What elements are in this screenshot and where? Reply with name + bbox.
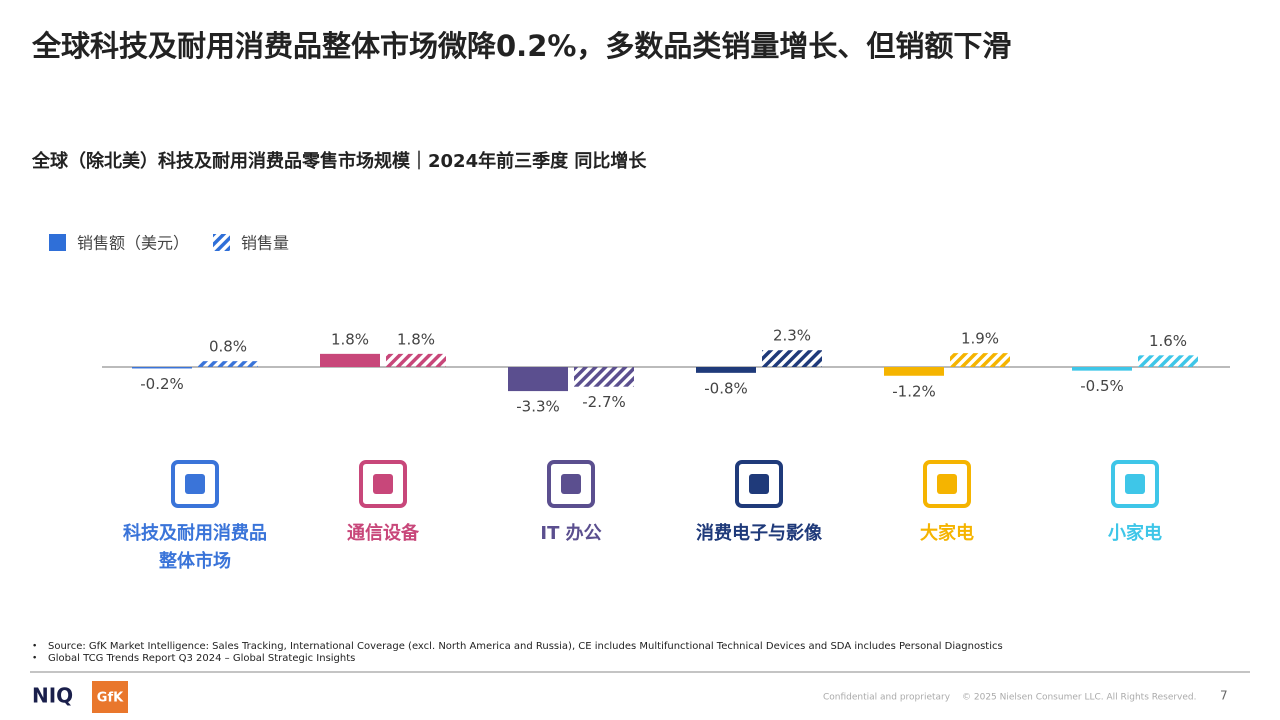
category-label: 消费电子与影像 <box>696 523 822 544</box>
legend-label: 销售量 <box>241 234 289 253</box>
bar <box>198 361 258 367</box>
bullet: • <box>32 642 37 652</box>
value-label: 1.8% <box>397 330 435 348</box>
icon <box>937 474 957 494</box>
bar <box>132 367 192 369</box>
bullet: • <box>32 654 37 664</box>
value-label: 2.3% <box>773 327 811 345</box>
bar <box>762 350 822 367</box>
bar <box>696 367 756 373</box>
value-label: 0.8% <box>209 338 247 356</box>
bar <box>508 367 568 392</box>
legend-swatch <box>213 234 230 251</box>
value-label: -2.7% <box>582 393 626 411</box>
bar <box>1072 367 1132 371</box>
icon <box>749 474 769 494</box>
chart-title: 全球（除北美）科技及耐用消费品零售市场规模｜2024年前三季度 同比增长 <box>31 150 647 172</box>
icon <box>735 460 783 508</box>
icon <box>547 460 595 508</box>
icon <box>1111 460 1159 508</box>
value-label: -0.8% <box>704 379 748 397</box>
bar <box>1138 355 1198 367</box>
footnote: Global TCG Trends Report Q3 2024 – Globa… <box>48 653 355 664</box>
value-label: -0.5% <box>1080 377 1124 395</box>
footnote: Source: GfK Market Intelligence: Sales T… <box>48 641 1003 652</box>
legend-label: 销售额（美元） <box>77 234 189 253</box>
page-number: 7 <box>1220 689 1228 703</box>
bar <box>320 353 380 367</box>
bar <box>386 353 446 367</box>
category-label: 科技及耐用消费品整体市场 <box>123 523 267 572</box>
category-label: 小家电 <box>1108 523 1162 544</box>
logo-niq: NIQ <box>32 684 73 708</box>
icon <box>923 460 971 508</box>
icon <box>373 474 393 494</box>
bar <box>884 367 944 376</box>
icon <box>185 474 205 494</box>
category-label: IT 办公 <box>540 523 602 544</box>
value-label: 1.8% <box>331 330 369 348</box>
category-label: 通信设备 <box>347 523 419 544</box>
icon <box>359 460 407 508</box>
value-label: -3.3% <box>516 398 560 416</box>
bar <box>574 367 634 387</box>
bar <box>950 353 1010 367</box>
value-label: 1.6% <box>1149 332 1187 350</box>
footer-text: Confidential and proprietary <box>823 693 951 703</box>
icon <box>561 474 581 494</box>
value-label: 1.9% <box>961 330 999 348</box>
category-label: 大家电 <box>920 523 974 544</box>
value-label: -0.2% <box>140 375 184 393</box>
legend-swatch <box>49 234 66 251</box>
footer-text: © 2025 Nielsen Consumer LLC. All Rights … <box>962 693 1197 703</box>
value-label: -1.2% <box>892 382 936 400</box>
icon <box>171 460 219 508</box>
icon <box>1125 474 1145 494</box>
logo-box <box>92 681 128 713</box>
slide-title: 全球科技及耐用消费品整体市场微降0.2%，多数品类销量增长、但销额下滑 <box>31 29 1011 63</box>
logo-gfk: GfK <box>97 691 124 706</box>
